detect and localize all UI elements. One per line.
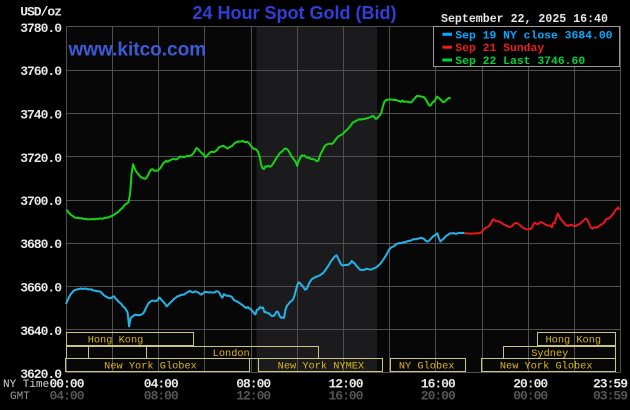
svg-text:3760.0: 3760.0: [20, 64, 62, 79]
svg-text:New York NYMEX: New York NYMEX: [278, 361, 365, 373]
svg-text:3660.0: 3660.0: [20, 281, 62, 296]
svg-text:00:00: 00:00: [49, 377, 84, 392]
svg-text:20:00: 20:00: [513, 377, 548, 392]
svg-text:16:00: 16:00: [421, 377, 456, 392]
svg-text:03:59: 03:59: [593, 389, 628, 404]
svg-text:New York Globex: New York Globex: [104, 361, 197, 373]
svg-text:04:00: 04:00: [144, 377, 179, 392]
svg-text:3680.0: 3680.0: [20, 237, 62, 252]
svg-text:08:00: 08:00: [236, 377, 271, 392]
svg-text:3740.0: 3740.0: [20, 108, 62, 123]
svg-text:24 Hour Spot Gold (Bid): 24 Hour Spot Gold (Bid): [193, 3, 397, 23]
svg-text:00:00: 00:00: [513, 389, 548, 404]
svg-text:23:59: 23:59: [593, 377, 628, 392]
svg-text:NY Time: NY Time: [3, 379, 49, 391]
svg-text:www.kitco.com: www.kitco.com: [68, 40, 207, 61]
svg-text:Sep 21 Sunday: Sep 21 Sunday: [455, 43, 544, 55]
svg-text:08:00: 08:00: [144, 389, 179, 404]
svg-text:12:00: 12:00: [328, 377, 363, 392]
svg-text:Sydney: Sydney: [531, 348, 568, 360]
svg-text:3700.0: 3700.0: [20, 194, 62, 209]
svg-text:London: London: [213, 348, 250, 360]
svg-text:04:00: 04:00: [49, 389, 84, 404]
svg-text:Sep 19 NY close 3684.00: Sep 19 NY close 3684.00: [455, 30, 612, 42]
svg-text:3780.0: 3780.0: [20, 21, 62, 36]
svg-text:NY Globex: NY Globex: [399, 361, 455, 373]
svg-text:12:00: 12:00: [236, 389, 271, 404]
svg-text:Sep 22 Last 3746.60: Sep 22 Last 3746.60: [455, 56, 585, 68]
svg-text:3640.0: 3640.0: [20, 324, 62, 339]
svg-text:3720.0: 3720.0: [20, 151, 62, 166]
svg-text:September 22, 2025 16:40: September 22, 2025 16:40: [441, 13, 608, 26]
svg-text:Hong Kong: Hong Kong: [88, 335, 144, 347]
svg-text:USD/oz: USD/oz: [20, 5, 61, 20]
svg-text:New York Globex: New York Globex: [500, 361, 593, 373]
svg-text:GMT: GMT: [10, 391, 30, 403]
svg-text:16:00: 16:00: [328, 389, 363, 404]
svg-text:20:00: 20:00: [421, 389, 456, 404]
svg-text:3620.0: 3620.0: [20, 367, 62, 382]
svg-text:Hong Kong: Hong Kong: [545, 335, 601, 347]
